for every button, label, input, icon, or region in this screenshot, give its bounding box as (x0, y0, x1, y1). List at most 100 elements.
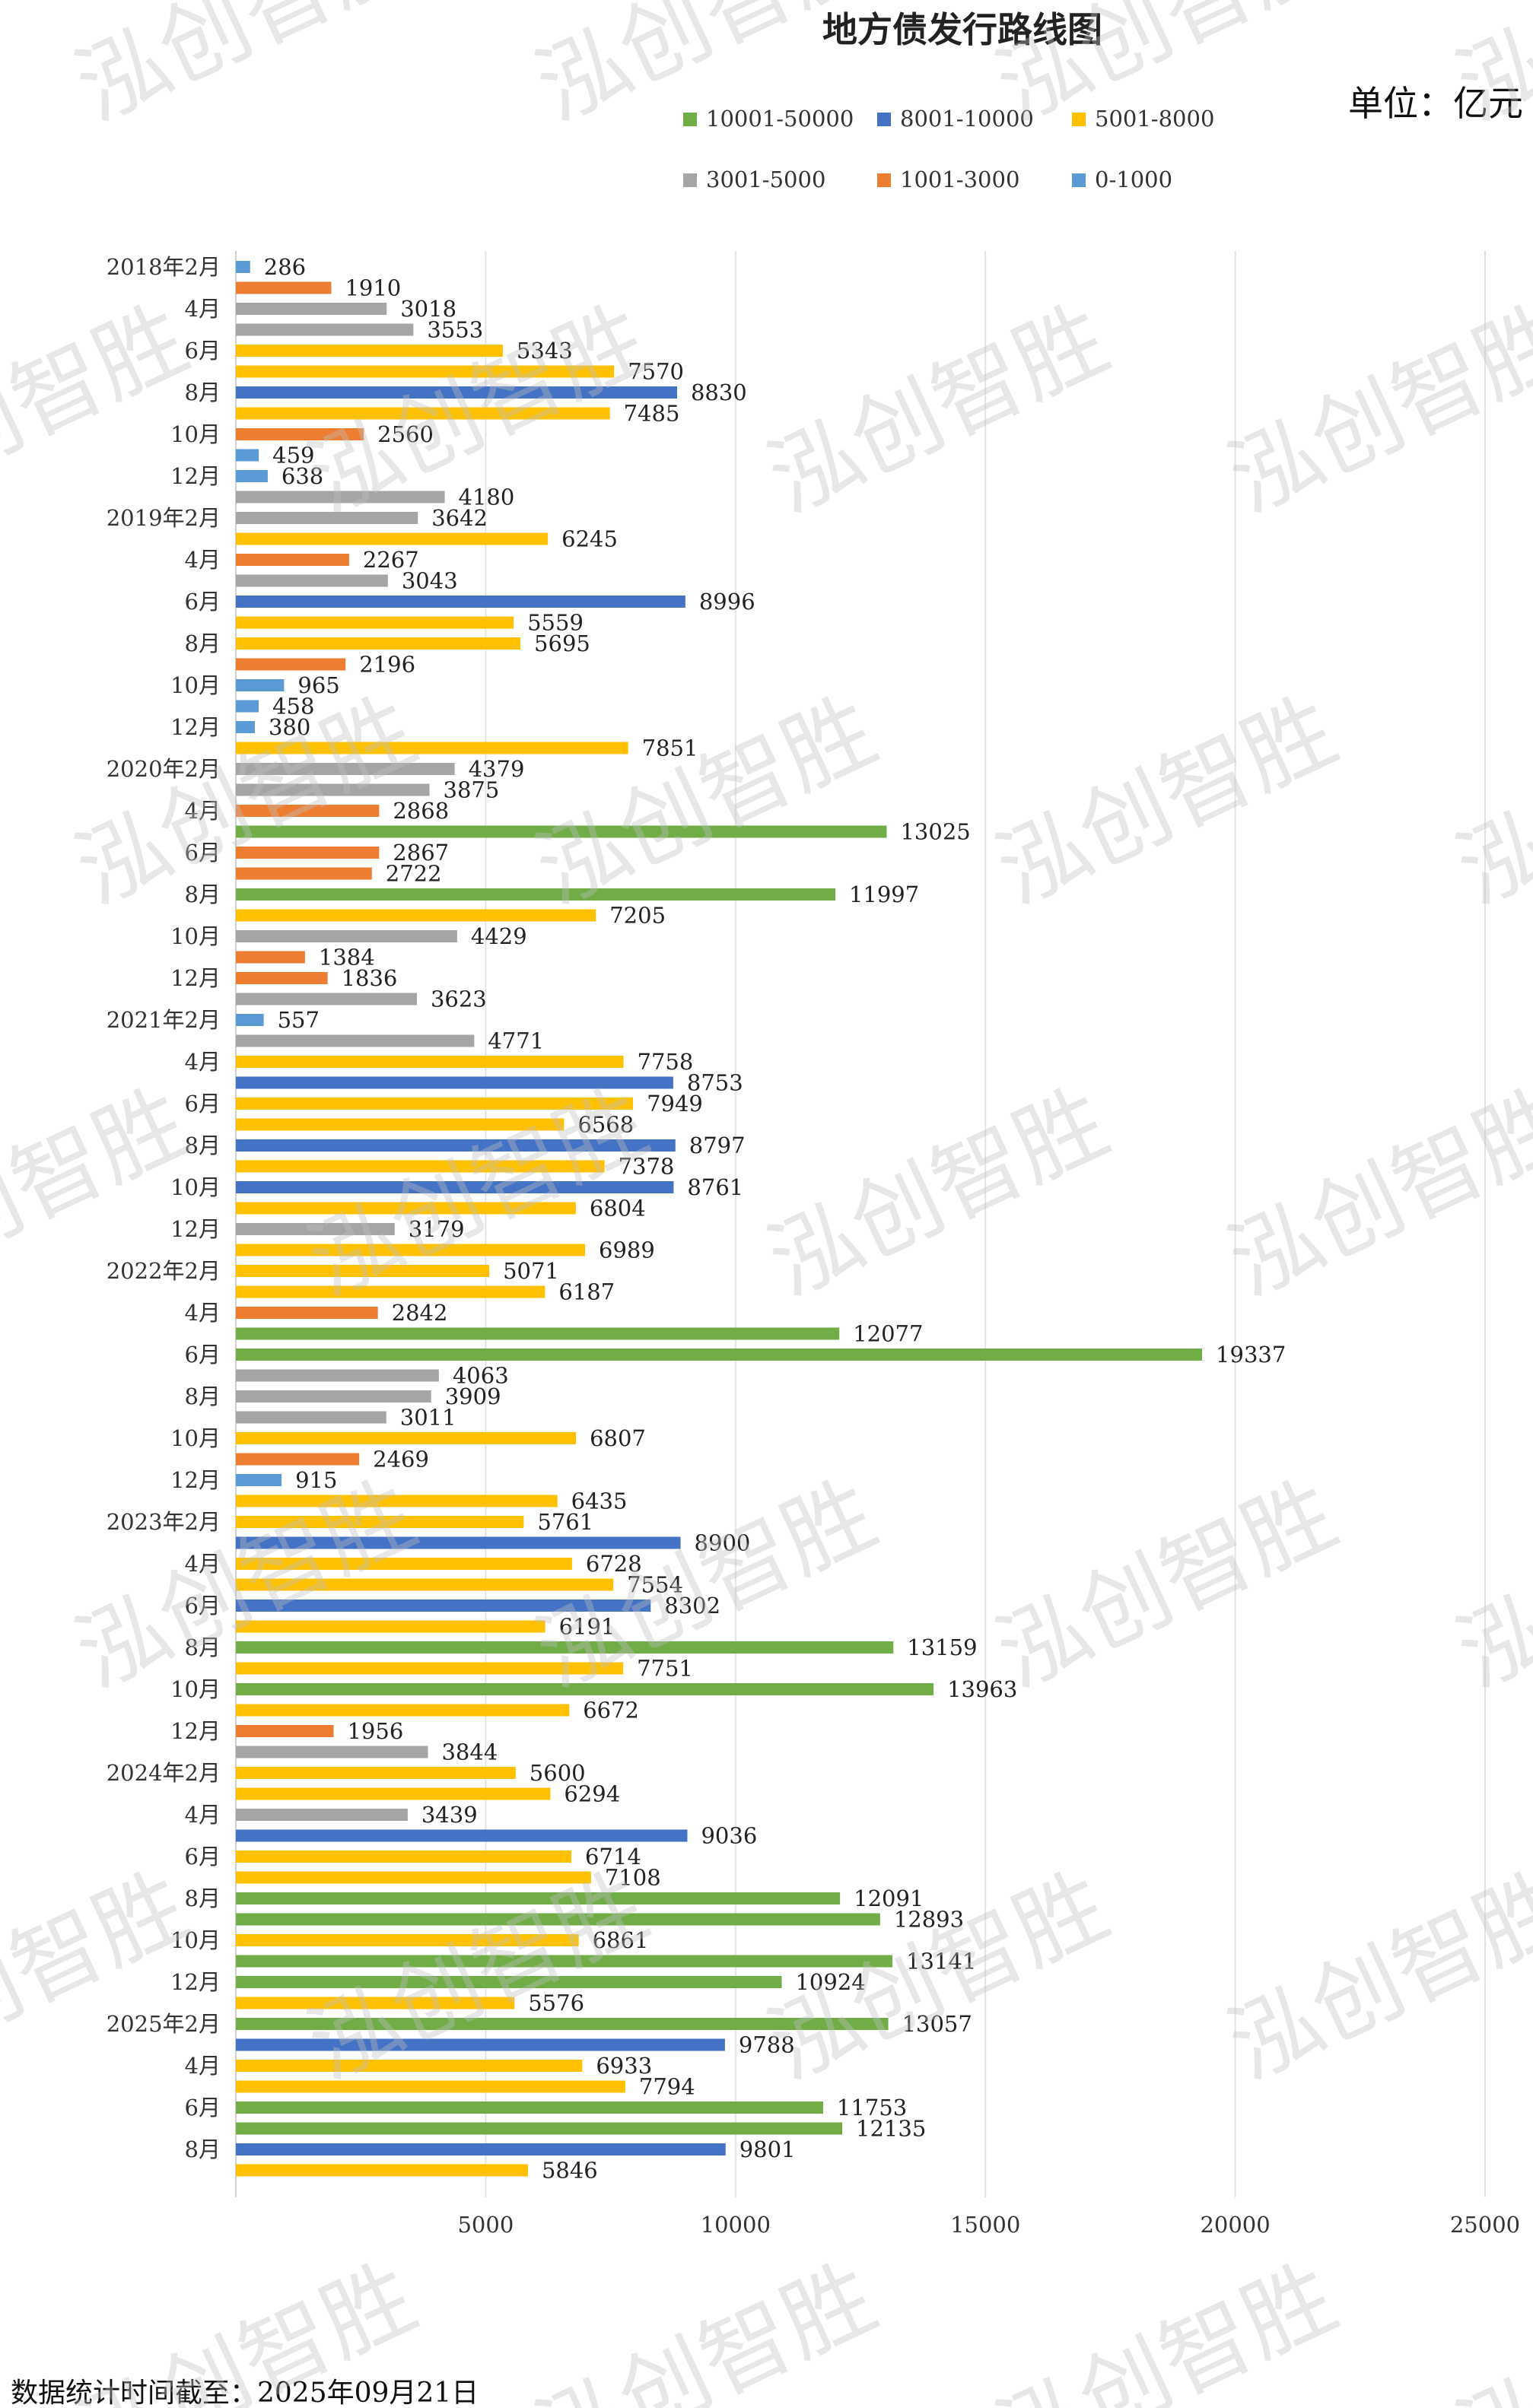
bar (236, 386, 677, 399)
bar-value-label: 2722 (386, 861, 442, 887)
bar (236, 993, 417, 1005)
bar-value-label: 12077 (853, 1321, 923, 1347)
bar (236, 1746, 428, 1758)
bar-value-label: 9788 (739, 2032, 795, 2058)
bar-value-label: 3439 (421, 1802, 478, 1828)
legend-swatch (683, 173, 697, 187)
bar-value-label: 7378 (619, 1154, 675, 1180)
bar-value-label: 5576 (528, 1990, 584, 2016)
category-label: 8月 (185, 1634, 221, 1660)
bar-value-label: 965 (297, 672, 339, 698)
bar (236, 909, 596, 922)
category-label: 4月 (185, 1551, 221, 1577)
bar (236, 2080, 625, 2093)
bar-value-label: 8797 (689, 1133, 746, 1158)
category-label: 6月 (185, 2095, 221, 2121)
bar-value-label: 13141 (906, 1949, 976, 1974)
category-label: 6月 (185, 1342, 221, 1368)
bar (236, 930, 457, 942)
bar (236, 2143, 726, 2155)
bar-value-label: 2560 (377, 421, 434, 447)
bar (236, 972, 328, 984)
bar-value-label: 13057 (902, 2011, 972, 2037)
bar-value-label: 8996 (699, 589, 755, 615)
bar (236, 428, 364, 440)
bar-value-label: 2867 (393, 840, 449, 866)
category-label: 8月 (185, 380, 221, 405)
bar-value-label: 5071 (503, 1258, 559, 1284)
category-label: 6月 (185, 1091, 221, 1117)
legend-label: 8001-10000 (900, 106, 1034, 132)
bar (236, 1327, 840, 1340)
bar-value-label: 2469 (373, 1447, 429, 1472)
bar (236, 1390, 431, 1403)
category-label: 10月 (170, 1174, 221, 1200)
bar (236, 616, 514, 629)
category-label: 10月 (170, 1676, 221, 1702)
bar-value-label: 12091 (854, 1885, 924, 1911)
bar (236, 1683, 934, 1695)
legend-swatch (683, 113, 697, 126)
bar-value-label: 2196 (359, 652, 415, 678)
bar-value-label: 3553 (427, 317, 483, 343)
x-tick-label: 15000 (950, 2212, 1020, 2238)
bar-value-label: 8900 (695, 1530, 751, 1556)
bar (236, 1495, 558, 1507)
bar-value-label: 5343 (517, 338, 573, 364)
category-label: 6月 (185, 1844, 221, 1870)
watermark-text: 泓创智胜 (0, 286, 202, 533)
bar (236, 637, 521, 650)
bar-value-label: 8761 (687, 1174, 743, 1200)
watermark-text: 泓创智胜 (1442, 2244, 1533, 2408)
bar (236, 1913, 880, 1926)
bar-value-label: 2842 (392, 1300, 448, 1326)
bar-value-label: 5761 (537, 1509, 593, 1535)
bar-value-label: 7570 (628, 359, 684, 385)
category-label: 2025年2月 (107, 2011, 221, 2037)
x-tick-label: 25000 (1450, 2212, 1520, 2238)
bar (236, 2060, 583, 2072)
bar-value-label: 3875 (444, 777, 500, 803)
legend-label: 5001-8000 (1095, 106, 1214, 132)
legend: 10001-50000 8001-10000 5001-8000 3001-5000 1… (683, 106, 1214, 192)
bar-value-label: 6804 (590, 1196, 646, 1221)
chart-title: 地方债发行路线图 (822, 9, 1102, 50)
category-label: 4月 (185, 2053, 221, 2079)
bar (236, 951, 305, 964)
bar-value-label: 8302 (664, 1593, 720, 1619)
bar (236, 281, 332, 294)
bar (236, 1244, 586, 1256)
bar-value-label: 5846 (542, 2158, 598, 2184)
bar (236, 1558, 572, 1570)
bar-value-label: 3179 (409, 1216, 465, 1242)
bar (236, 1098, 634, 1110)
bar-value-label: 4379 (469, 756, 525, 782)
category-label: 4月 (185, 547, 221, 573)
bar (236, 2101, 823, 2114)
bar-value-label: 3623 (431, 986, 487, 1012)
bar-value-label: 5695 (534, 631, 590, 656)
category-label: 4月 (185, 296, 221, 322)
bar (236, 847, 380, 859)
bar (236, 470, 268, 482)
bar (236, 763, 455, 775)
category-label: 2021年2月 (107, 1007, 221, 1033)
category-label: 8月 (185, 2136, 221, 2162)
category-label: 10月 (170, 672, 221, 698)
bar (236, 1829, 688, 1842)
bar (236, 2018, 889, 2030)
bar-value-label: 1384 (319, 945, 375, 971)
category-label: 6月 (185, 1593, 221, 1619)
bar (236, 1955, 893, 1968)
bar-value-label: 459 (272, 443, 314, 469)
watermark-text: 泓创智胜 (753, 286, 1123, 533)
bar (236, 323, 414, 336)
category-label: 8月 (185, 1885, 221, 1911)
bar-value-label: 6568 (577, 1112, 634, 1138)
bar (236, 1997, 515, 2009)
bar-value-label: 557 (278, 1007, 320, 1033)
category-label: 8月 (185, 882, 221, 907)
bar-value-label: 458 (272, 694, 314, 720)
bar-value-label: 7485 (624, 401, 680, 427)
